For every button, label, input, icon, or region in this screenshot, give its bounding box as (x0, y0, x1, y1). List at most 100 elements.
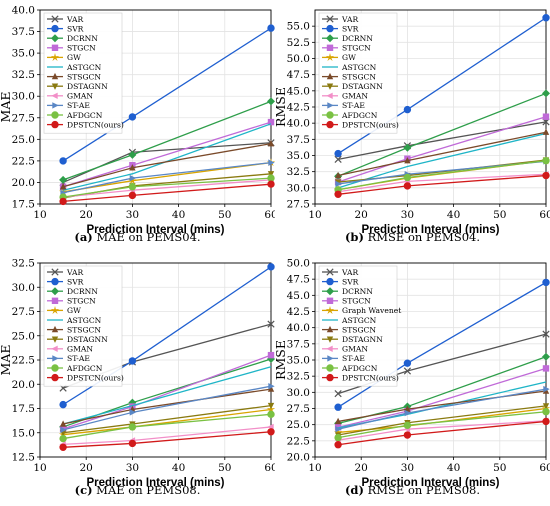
data-point (129, 409, 137, 416)
data-point (403, 367, 412, 375)
legend-item: SVR (47, 24, 84, 33)
legend-marker (52, 102, 59, 109)
x-tick-label: 10 (33, 462, 46, 474)
legend-label: DPSTCN(ours) (67, 120, 124, 129)
x-tick-label: 10 (308, 462, 321, 474)
legend-item: GMAN (47, 92, 93, 101)
data-point (403, 173, 412, 182)
legend-label: GW (67, 306, 81, 315)
legend-item: SVR (47, 277, 84, 286)
x-tick-label: 30 (126, 209, 139, 221)
y-tick-label: 37.5 (12, 26, 35, 38)
data-point (267, 24, 275, 32)
data-point (542, 14, 550, 22)
legend-label: VAR (341, 268, 358, 277)
data-point (403, 182, 412, 190)
series-astgcn (62, 123, 272, 191)
legend: VARSVRDCRNNSTGCNGWASTGCNSTSGCNDSTAGNNGMA… (43, 265, 124, 387)
x-tick-label: 30 (401, 462, 414, 474)
data-point (404, 409, 412, 417)
legend-marker (326, 268, 334, 276)
series-group (333, 14, 550, 199)
data-point (129, 174, 137, 182)
legend-label: DPSTCN(ours) (342, 120, 399, 129)
legend-marker (326, 373, 334, 382)
data-point (128, 357, 137, 365)
y-tick-label: 32.5 (12, 258, 35, 270)
caption-text: MAE on PEMS08. (96, 483, 201, 497)
y-tick-label: 27.5 (287, 403, 310, 415)
legend-label: AFDGCN (66, 111, 103, 120)
data-point (542, 408, 550, 416)
data-point (59, 443, 67, 452)
legend-marker (326, 287, 334, 296)
x-tick-label: 10 (33, 209, 46, 221)
legend-marker (326, 44, 334, 51)
y-tick-label: 40.0 (12, 5, 35, 17)
data-point (59, 434, 67, 443)
legend-label: GMAN (342, 92, 368, 101)
legend-item: GW (47, 306, 81, 315)
legend-label: STSGCN (342, 72, 376, 81)
legend-marker (51, 277, 59, 286)
legend-item: STGCN (47, 44, 96, 53)
caption-letter: (b) (344, 230, 364, 244)
data-point (543, 385, 550, 393)
x-tick-label: 50 (218, 462, 231, 474)
legend-label: ST-AE (342, 101, 365, 110)
legend-marker (326, 325, 334, 333)
legend-marker (326, 111, 334, 119)
legend-item: STGCN (322, 297, 371, 306)
data-point (335, 425, 342, 433)
y-tick-label: 27.5 (287, 199, 310, 211)
legend-marker (51, 34, 59, 43)
caption-letter: (a) (74, 230, 93, 244)
legend-item: SVR (322, 24, 359, 33)
x-tick-label: 40 (447, 462, 460, 474)
y-tick-label: 22.5 (287, 435, 310, 447)
legend-item: DCRNN (47, 287, 98, 296)
legend-label: AFDGCN (66, 364, 103, 373)
legend-item: ST-AE (322, 101, 365, 110)
legend-item: ST-AE (322, 354, 365, 363)
legend-label: SVR (342, 24, 359, 33)
series-afdgcn (59, 410, 275, 443)
data-point (334, 403, 342, 411)
data-point (542, 403, 550, 410)
legend-item: ASTGCN (322, 63, 377, 72)
y-tick-label: 42.5 (287, 102, 310, 114)
legend-item: AFDGCN (47, 364, 103, 373)
legend-marker (50, 306, 60, 314)
legend-label: STGCN (67, 297, 96, 306)
x-tick-label: 60 (539, 209, 550, 221)
legend-item: ASTGCN (47, 63, 102, 72)
legend-marker (327, 355, 334, 362)
legend-marker (326, 297, 334, 304)
legend-label: DPSTCN(ours) (342, 373, 399, 382)
data-point (59, 197, 67, 206)
legend-label: STGCN (342, 44, 371, 53)
y-tick-label: 25.0 (12, 134, 35, 146)
data-point (403, 421, 412, 430)
legend: VARSVRDCRNNSTGCNGWASTGCNSTSGCNDSTAGNNGMA… (318, 12, 399, 134)
chart-c: 10 20 30 40 50 60 12.5 15.0 17.5 20.0 22.5 25.0 27.5… (0, 258, 275, 489)
caption-b: (b) RMSE on PEMS04. (275, 230, 550, 244)
data-point (334, 171, 342, 179)
series-svr (334, 14, 550, 158)
legend-label: GMAN (342, 345, 368, 354)
y-axis-label: MAE (0, 92, 13, 123)
data-point (333, 428, 343, 436)
data-point (403, 105, 412, 114)
legend-marker (51, 287, 59, 296)
x-tick-label: 50 (493, 462, 506, 474)
data-point (128, 439, 137, 448)
legend-label: Graph Wavenet (342, 306, 401, 315)
y-tick-label: 22.5 (12, 155, 35, 167)
y-tick-label: 22.5 (12, 355, 35, 367)
x-tick-label: 10 (308, 209, 321, 221)
legend-label: STGCN (67, 44, 96, 53)
legend-marker (51, 345, 58, 352)
legend-marker (326, 24, 334, 33)
legend-label: VAR (66, 268, 83, 277)
series-astgcn (62, 366, 272, 425)
